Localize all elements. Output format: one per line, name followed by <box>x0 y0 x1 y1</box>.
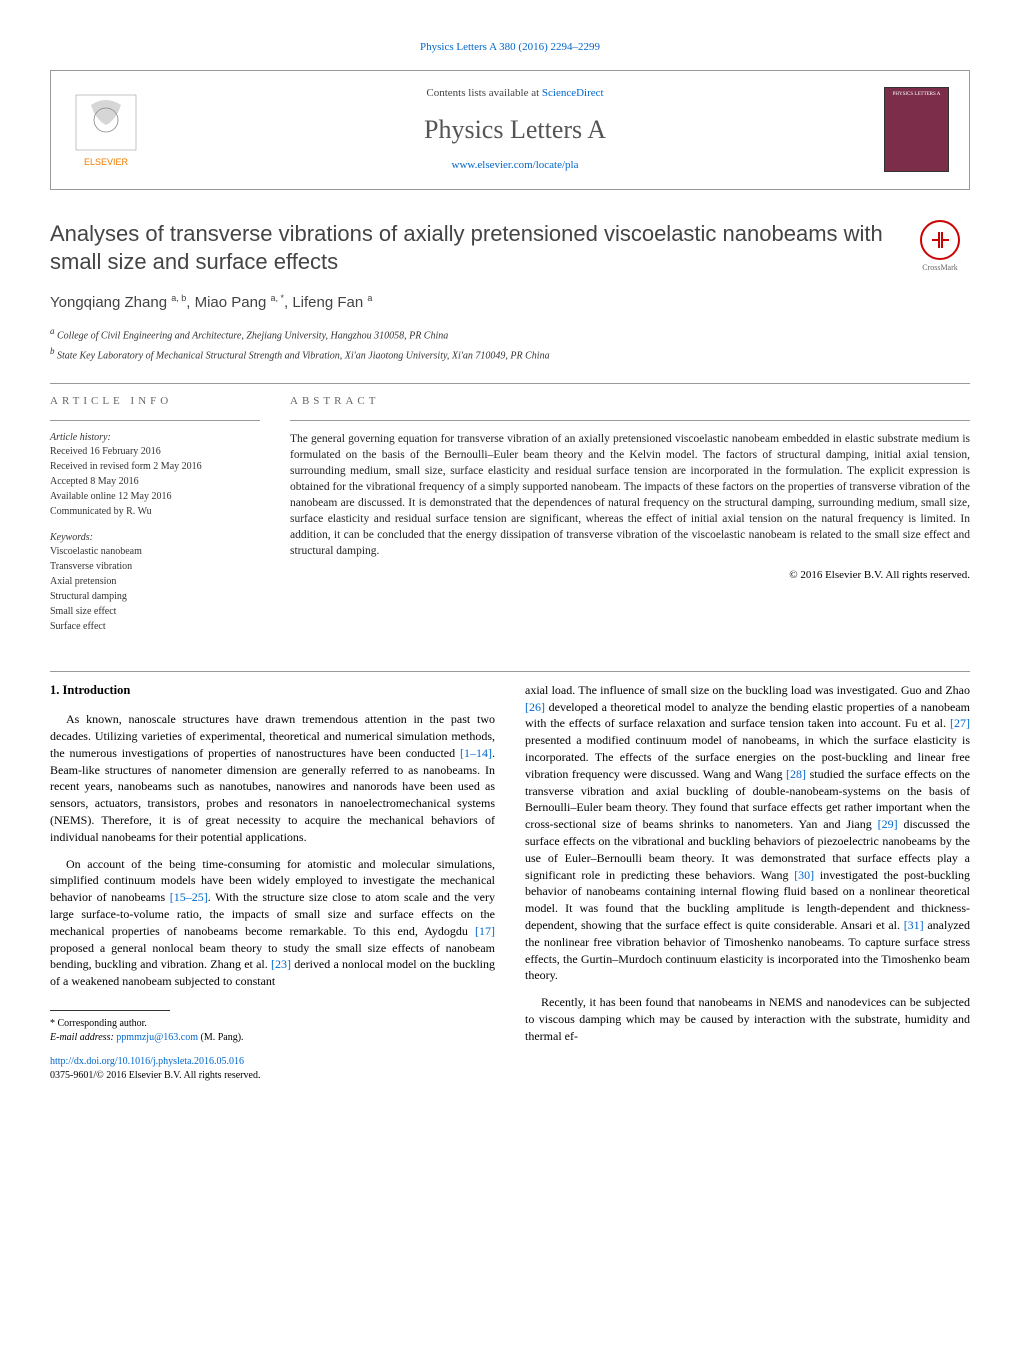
keyword: Structural damping <box>50 590 260 604</box>
journal-header-box: ELSEVIER Contents lists available at Sci… <box>50 70 970 189</box>
footnote-separator <box>50 1010 170 1011</box>
title-row: Analyses of transverse vibrations of axi… <box>50 220 970 277</box>
abstract-heading: ABSTRACT <box>290 394 970 409</box>
info-abstract-row: ARTICLE INFO Article history: Received 1… <box>50 394 970 645</box>
email-label: E-mail address: <box>50 1032 116 1043</box>
journal-url-link[interactable]: www.elsevier.com/locate/pla <box>452 159 579 171</box>
cover-label: PHYSICS LETTERS A <box>885 88 948 101</box>
sciencedirect-link[interactable]: ScienceDirect <box>542 87 604 99</box>
body-para: As known, nanoscale structures have draw… <box>50 711 495 845</box>
affiliation-a: a College of Civil Engineering and Archi… <box>50 325 970 343</box>
email-suffix: (M. Pang). <box>198 1032 244 1043</box>
body-para: On account of the being time-consuming f… <box>50 856 495 990</box>
contents-line: Contents lists available at ScienceDirec… <box>166 86 864 101</box>
history-item: Received 16 February 2016 <box>50 445 260 459</box>
abstract-copyright: © 2016 Elsevier B.V. All rights reserved… <box>290 568 970 583</box>
journal-cover: PHYSICS LETTERS A <box>884 87 949 172</box>
abstract-text: The general governing equation for trans… <box>290 431 970 560</box>
header-reference-link[interactable]: Physics Letters A 380 (2016) 2294–2299 <box>420 41 600 53</box>
history-item: Available online 12 May 2016 <box>50 490 260 504</box>
column-left: 1. Introduction As known, nanoscale stru… <box>50 682 495 1083</box>
body-columns: 1. Introduction As known, nanoscale stru… <box>50 682 970 1083</box>
article-info: ARTICLE INFO Article history: Received 1… <box>50 394 260 645</box>
divider-bottom <box>50 671 970 672</box>
history-label: Article history: <box>50 431 260 445</box>
footnote-email: E-mail address: ppmmzju@163.com (M. Pang… <box>50 1031 495 1045</box>
svg-text:ELSEVIER: ELSEVIER <box>84 157 129 167</box>
doi-link[interactable]: http://dx.doi.org/10.1016/j.physleta.201… <box>50 1056 244 1067</box>
body-para: axial load. The influence of small size … <box>525 682 970 984</box>
keyword: Axial pretension <box>50 575 260 589</box>
elsevier-logo: ELSEVIER <box>71 90 141 170</box>
affiliation-b: b State Key Laboratory of Mechanical Str… <box>50 345 970 363</box>
column-right: axial load. The influence of small size … <box>525 682 970 1083</box>
article-history: Received 16 February 2016 Received in re… <box>50 445 260 519</box>
keyword: Small size effect <box>50 605 260 619</box>
email-link[interactable]: ppmmzju@163.com <box>116 1032 198 1043</box>
contents-prefix: Contents lists available at <box>426 87 541 99</box>
keywords-label: Keywords: <box>50 531 260 545</box>
footnote-corr: * Corresponding author. <box>50 1017 495 1031</box>
paper-title: Analyses of transverse vibrations of axi… <box>50 220 890 277</box>
divider-top <box>50 383 970 384</box>
affiliations: a College of Civil Engineering and Archi… <box>50 325 970 364</box>
doi-block: http://dx.doi.org/10.1016/j.physleta.201… <box>50 1055 495 1083</box>
article-info-heading: ARTICLE INFO <box>50 394 260 409</box>
keyword: Viscoelastic nanobeam <box>50 545 260 559</box>
keywords-list: Viscoelastic nanobeam Transverse vibrati… <box>50 545 260 634</box>
section-heading: 1. Introduction <box>50 682 495 700</box>
crossmark-label: CrossMark <box>922 262 958 273</box>
history-item: Accepted 8 May 2016 <box>50 475 260 489</box>
journal-name: Physics Letters A <box>166 112 864 148</box>
keyword: Transverse vibration <box>50 560 260 574</box>
history-item: Received in revised form 2 May 2016 <box>50 460 260 474</box>
history-item: Communicated by R. Wu <box>50 505 260 519</box>
crossmark-badge[interactable]: CrossMark <box>910 220 970 273</box>
header-reference: Physics Letters A 380 (2016) 2294–2299 <box>50 40 970 55</box>
keyword: Surface effect <box>50 620 260 634</box>
body-para: Recently, it has been found that nanobea… <box>525 994 970 1044</box>
issn-line: 0375-9601/© 2016 Elsevier B.V. All right… <box>50 1070 260 1081</box>
authors: Yongqiang Zhang a, b, Miao Pang a, *, Li… <box>50 292 970 313</box>
crossmark-icon <box>920 220 960 260</box>
abstract: ABSTRACT The general governing equation … <box>290 394 970 645</box>
header-center: Contents lists available at ScienceDirec… <box>166 86 864 173</box>
